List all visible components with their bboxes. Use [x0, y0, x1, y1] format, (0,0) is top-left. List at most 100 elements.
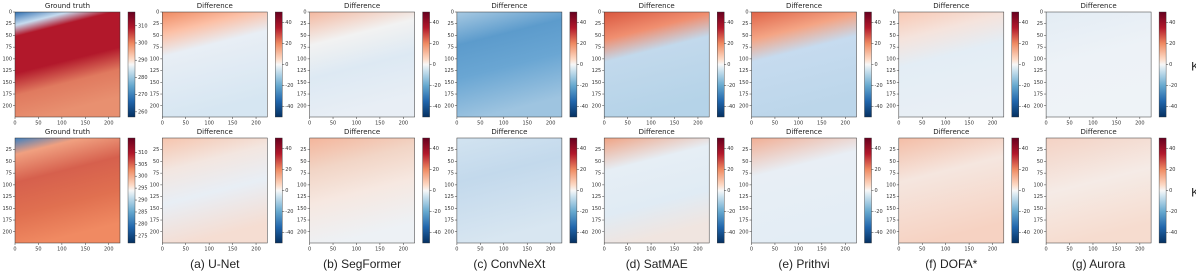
- x-tick-label: 50: [35, 247, 41, 253]
- y-tick-label: 200: [444, 229, 454, 235]
- y-tick-label: 75: [153, 45, 159, 51]
- y-tick-label: 150: [2, 80, 12, 86]
- colorbar-tick-label: 270: [138, 92, 148, 98]
- x-tick-label: 50: [330, 121, 336, 127]
- x-tick-label: 0: [603, 247, 606, 253]
- colorbar-tick-label: 40: [580, 146, 586, 152]
- colorbar: [1011, 137, 1019, 244]
- heatmap-image: [14, 137, 121, 244]
- x-tick-label: 200: [840, 247, 850, 253]
- y-tick-label: 175: [886, 218, 896, 224]
- x-tick-label: 100: [794, 121, 804, 127]
- x-tick-label: 100: [941, 121, 951, 127]
- y-tick-label: 50: [595, 159, 601, 165]
- y-tick-label: 175: [592, 218, 602, 224]
- y-tick-label: 50: [300, 33, 306, 39]
- colorbar-tick-label: 0: [285, 62, 288, 68]
- panel-title: Difference: [344, 2, 380, 10]
- colorbar: [422, 137, 430, 244]
- y-tick-label: 75: [595, 171, 601, 177]
- x-tick-label: 200: [104, 121, 114, 127]
- x-tick-label: 100: [57, 247, 67, 253]
- colorbar-tick-label: -40: [1022, 104, 1030, 110]
- colorbar-tick-label: -20: [580, 209, 588, 215]
- panel-title: Difference: [1081, 2, 1117, 10]
- y-tick-label: 25: [448, 147, 454, 153]
- heatmap-image: [603, 137, 710, 244]
- x-tick-label: 100: [794, 247, 804, 253]
- heatmap-image: [898, 137, 1005, 244]
- y-tick-label: 25: [1037, 147, 1043, 153]
- heatmap-image: [162, 11, 268, 118]
- colorbar-tick-label: 0: [285, 188, 288, 194]
- y-tick-label: 50: [448, 33, 454, 39]
- y-tick-label: 75: [595, 45, 601, 51]
- y-tick-label: 25: [300, 147, 306, 153]
- y-tick-label: 175: [297, 92, 307, 98]
- y-tick-label: 200: [1034, 103, 1044, 109]
- colorbar-tick-label: 305: [138, 162, 148, 168]
- caption: (e) Prithvi: [778, 257, 829, 271]
- x-tick-label: 200: [399, 247, 409, 253]
- y-tick-label: 0: [303, 10, 306, 16]
- y-tick-label: 75: [6, 45, 12, 51]
- y-tick-label: 100: [739, 56, 749, 62]
- heatmap-image: [456, 137, 563, 244]
- colorbar-tick-label: 20: [875, 167, 881, 173]
- x-tick-label: 100: [941, 247, 951, 253]
- y-tick-label: 0: [9, 10, 12, 16]
- caption: (d) SatMAE: [626, 257, 688, 271]
- y-tick-label: 150: [444, 206, 454, 212]
- colorbar-label: K: [1191, 60, 1196, 74]
- y-tick-label: 100: [1034, 56, 1044, 62]
- y-tick-label: 200: [1034, 229, 1044, 235]
- x-tick-label: 50: [1066, 247, 1072, 253]
- y-tick-label: 125: [444, 194, 454, 200]
- colorbar: [422, 11, 430, 118]
- colorbar-tick-label: 295: [138, 186, 148, 192]
- colorbar-tick-label: 290: [138, 198, 148, 204]
- x-tick-label: 50: [624, 247, 630, 253]
- x-tick-label: 50: [919, 247, 925, 253]
- y-tick-label: 200: [297, 103, 307, 109]
- x-tick-label: 50: [35, 121, 41, 127]
- y-tick-label: 100: [444, 56, 454, 62]
- y-tick-label: 200: [150, 103, 160, 109]
- y-tick-label: 175: [150, 218, 160, 224]
- x-tick-label: 0: [308, 247, 311, 253]
- y-tick-label: 75: [448, 171, 454, 177]
- y-tick-label: 75: [1037, 45, 1043, 51]
- colorbar-tick-label: -40: [1169, 230, 1177, 236]
- colorbar: [275, 11, 283, 118]
- x-tick-label: 100: [204, 121, 214, 127]
- colorbar: [864, 11, 872, 118]
- y-tick-label: 75: [1037, 171, 1043, 177]
- y-tick-label: 200: [739, 103, 749, 109]
- y-tick-label: 150: [297, 206, 307, 212]
- y-tick-label: 50: [595, 33, 601, 39]
- y-tick-label: 75: [889, 45, 895, 51]
- y-tick-label: 100: [592, 182, 602, 188]
- panel-title: Difference: [197, 2, 233, 10]
- colorbar-tick-label: 285: [138, 209, 148, 215]
- colorbar-tick-label: -40: [285, 104, 293, 110]
- colorbar-tick-label: 0: [727, 62, 730, 68]
- colorbar: [275, 137, 283, 244]
- x-tick-label: 150: [964, 247, 974, 253]
- colorbar-tick-label: 275: [138, 233, 148, 239]
- y-tick-label: 50: [6, 159, 12, 165]
- y-tick-label: 100: [1034, 182, 1044, 188]
- y-tick-label: 175: [1034, 218, 1044, 224]
- colorbar-tick-label: 40: [285, 20, 291, 26]
- x-tick-label: 150: [375, 121, 385, 127]
- x-tick-label: 200: [104, 247, 114, 253]
- colorbar-tick-label: 0: [1022, 62, 1025, 68]
- heatmap-image: [751, 137, 857, 244]
- colorbar: [1158, 137, 1167, 244]
